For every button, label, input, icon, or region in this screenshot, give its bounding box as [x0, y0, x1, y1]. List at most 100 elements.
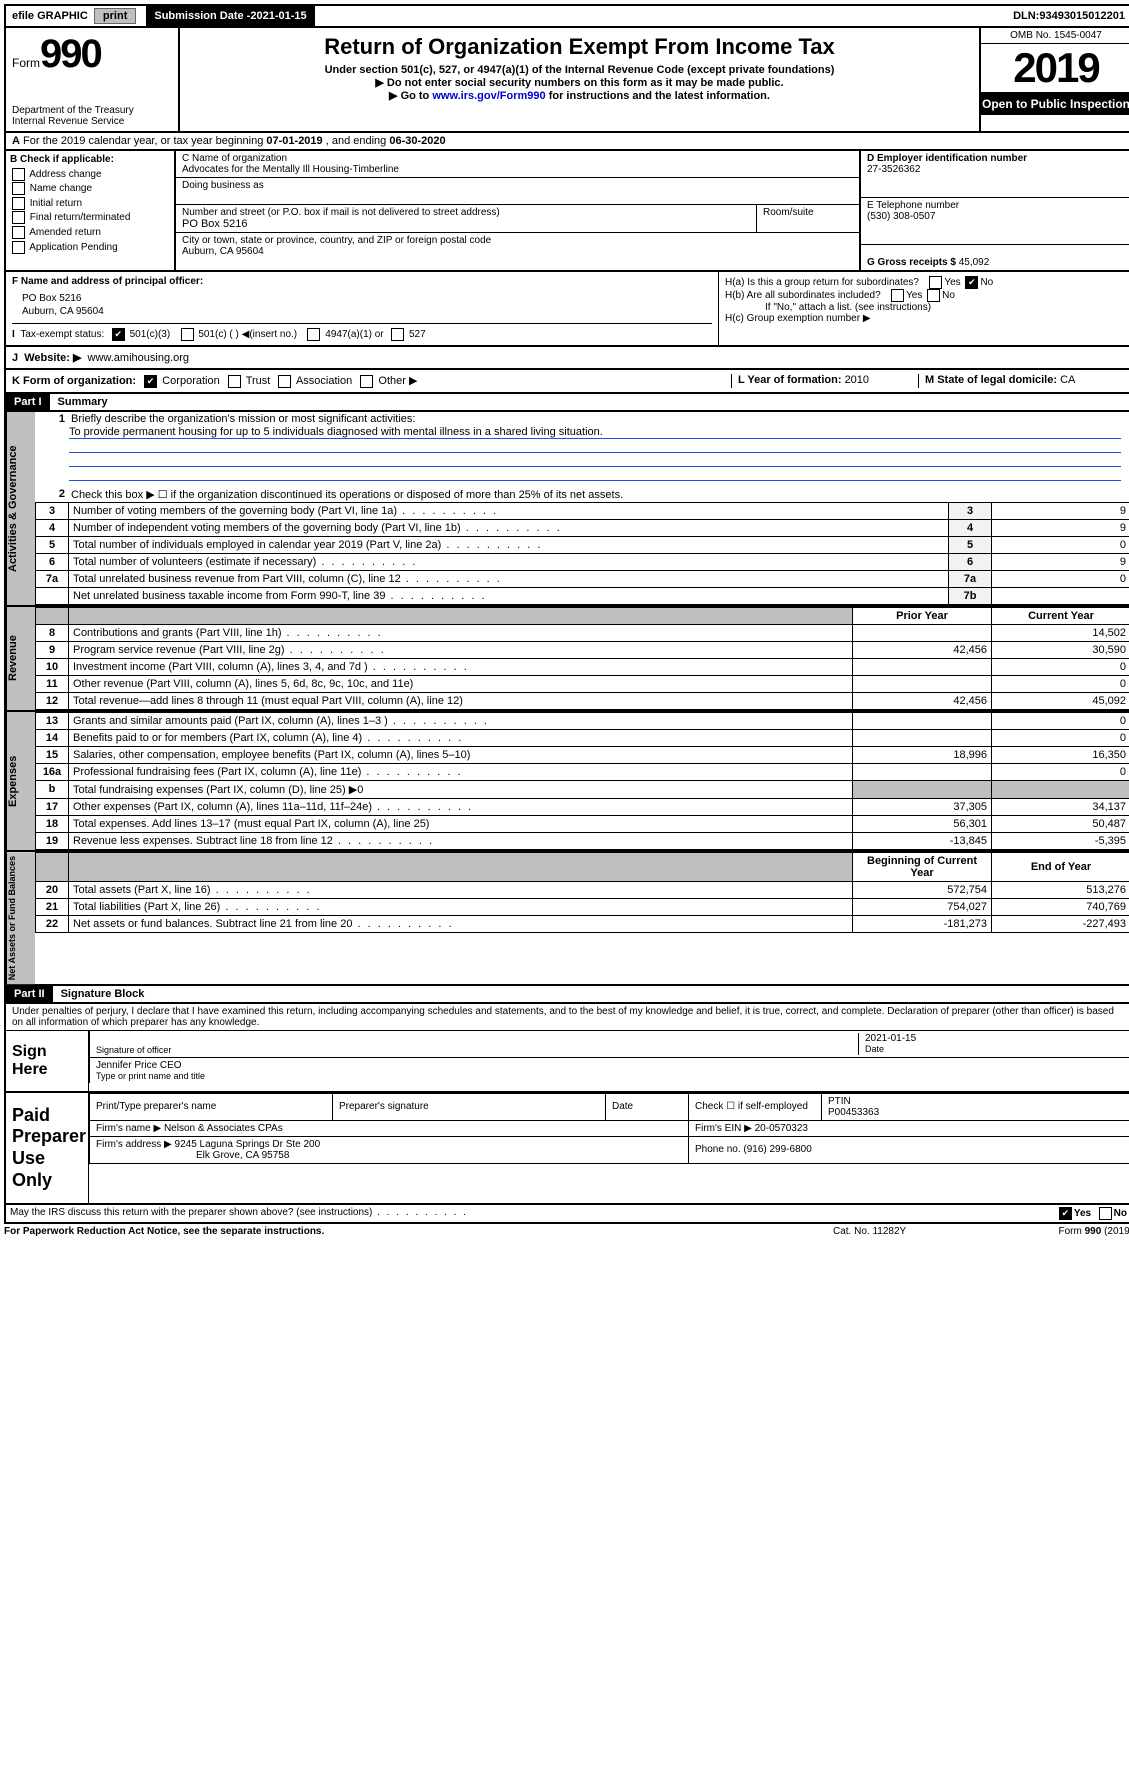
- sig-date: 2021-01-15: [865, 1033, 1125, 1044]
- hb-no[interactable]: [927, 289, 940, 302]
- city-cell: City or town, state or province, country…: [176, 233, 859, 259]
- discuss-row: May the IRS discuss this return with the…: [4, 1205, 1129, 1224]
- prep-self-employed: Check ☐ if self-employed: [689, 1093, 822, 1120]
- firm-addr2: Elk Grove, CA 95758: [96, 1150, 289, 1161]
- table-row: Firm's address ▶ 9245 Laguna Springs Dr …: [90, 1136, 1129, 1163]
- expenses-table: 13Grants and similar amounts paid (Part …: [35, 712, 1129, 850]
- table-row: 18Total expenses. Add lines 13–17 (must …: [36, 815, 1129, 832]
- cb-4947[interactable]: [307, 328, 320, 341]
- subtitle-2: ▶ Do not enter social security numbers o…: [186, 76, 973, 89]
- tel-cell: E Telephone number (530) 308-0507: [861, 198, 1129, 245]
- table-row: 14Benefits paid to or for members (Part …: [36, 729, 1129, 746]
- top-bar: efile GRAPHIC print Submission Date - 20…: [4, 4, 1129, 28]
- k-form-org: K Form of organization: ✔ Corporation Tr…: [12, 374, 731, 388]
- tel-label: E Telephone number: [867, 200, 1125, 211]
- sign-here-label: Sign Here: [6, 1031, 89, 1091]
- discuss-no[interactable]: [1099, 1207, 1112, 1220]
- header-middle: Return of Organization Exempt From Incom…: [180, 28, 979, 131]
- signature-block: Under penalties of perjury, I declare th…: [4, 1004, 1129, 1093]
- f-i-column: F Name and address of principal officer:…: [6, 272, 719, 345]
- dba-cell: Doing business as: [176, 178, 859, 205]
- cb-other[interactable]: [360, 375, 373, 388]
- firm-ein-label: Firm's EIN ▶: [695, 1123, 755, 1134]
- firm-name: Nelson & Associates CPAs: [164, 1123, 283, 1134]
- officer-name: Jennifer Price CEO: [96, 1060, 1125, 1071]
- table-row: 16aProfessional fundraising fees (Part I…: [36, 763, 1129, 780]
- subtitle-3: ▶ Go to www.irs.gov/Form990 for instruct…: [186, 89, 973, 102]
- tax-year: 2019: [981, 43, 1129, 93]
- street-address: PO Box 5216: [182, 218, 750, 230]
- table-row: 19Revenue less expenses. Subtract line 1…: [36, 832, 1129, 849]
- ein-cell: D Employer identification number 27-3526…: [861, 151, 1129, 198]
- table-row: 22Net assets or fund balances. Subtract …: [36, 915, 1129, 932]
- table-row: 20Total assets (Part X, line 16)572,7545…: [36, 881, 1129, 898]
- table-row: 3Number of voting members of the governi…: [36, 502, 1129, 519]
- cb-501c[interactable]: [181, 328, 194, 341]
- cb-amended-return[interactable]: Amended return: [10, 226, 170, 241]
- submission-date: Submission Date - 2021-01-15: [148, 6, 314, 26]
- gross-receipts-cell: G Gross receipts $ 45,092: [861, 245, 1129, 270]
- header-right: OMB No. 1545-0047 2019 Open to Public In…: [979, 28, 1129, 131]
- cb-corporation[interactable]: ✔: [144, 375, 157, 388]
- ein-label: D Employer identification number: [867, 153, 1125, 164]
- cat-no: Cat. No. 11282Y: [833, 1226, 993, 1237]
- column-d: D Employer identification number 27-3526…: [859, 151, 1129, 270]
- table-row: 8Contributions and grants (Part VIII, li…: [36, 624, 1129, 641]
- governance-table: 3Number of voting members of the governi…: [35, 502, 1129, 605]
- irs-label: Internal Revenue Service: [12, 116, 172, 127]
- cb-association[interactable]: [278, 375, 291, 388]
- row-i: I Tax-exempt status: ✔ 501(c)(3) 501(c) …: [12, 323, 712, 341]
- sig-name-row: Jennifer Price CEOType or print name and…: [89, 1058, 1129, 1083]
- prep-name-hdr: Print/Type preparer's name: [90, 1093, 333, 1120]
- discuss-yes[interactable]: ✔: [1059, 1207, 1072, 1220]
- hb-yes[interactable]: [891, 289, 904, 302]
- cb-trust[interactable]: [228, 375, 241, 388]
- officer-addr1: PO Box 5216: [22, 293, 712, 304]
- prep-date-hdr: Date: [606, 1093, 689, 1120]
- vtab-revenue: Revenue: [6, 607, 35, 710]
- cb-initial-return[interactable]: Initial return: [10, 197, 170, 212]
- sig-date-label: Date: [865, 1044, 1125, 1054]
- c-name-cell: C Name of organization Advocates for the…: [176, 151, 859, 178]
- cb-final-return[interactable]: Final return/terminated: [10, 211, 170, 226]
- print-button[interactable]: print: [94, 8, 136, 24]
- column-c: C Name of organization Advocates for the…: [176, 151, 859, 270]
- blank-line: [69, 439, 1121, 453]
- firm-phone-label: Phone no.: [695, 1144, 743, 1155]
- org-name: Advocates for the Mentally Ill Housing-T…: [182, 164, 853, 175]
- instructions-link[interactable]: www.irs.gov/Form990: [432, 90, 545, 102]
- room-suite-label: Room/suite: [756, 205, 859, 232]
- row-k: K Form of organization: ✔ Corporation Tr…: [4, 370, 1129, 394]
- perjury-declaration: Under penalties of perjury, I declare th…: [6, 1004, 1129, 1031]
- dln: DLN: 93493015012201: [1007, 6, 1129, 26]
- table-row: Net unrelated business taxable income fr…: [36, 587, 1129, 604]
- preparer-block: Paid Preparer Use Only Print/Type prepar…: [4, 1093, 1129, 1205]
- ha-yes[interactable]: [929, 276, 942, 289]
- cb-application-pending[interactable]: Application Pending: [10, 241, 170, 256]
- prep-sig-hdr: Preparer's signature: [333, 1093, 606, 1120]
- dept-label: Department of the Treasury: [12, 105, 172, 116]
- cb-address-change[interactable]: Address change: [10, 168, 170, 183]
- cb-501c3[interactable]: ✔: [112, 328, 125, 341]
- m-state-domicile: M State of legal domicile: CA: [918, 374, 1125, 388]
- form-header: Form990 Department of the Treasury Inter…: [4, 28, 1129, 133]
- line-1-label: Briefly describe the organization's miss…: [71, 413, 1127, 425]
- cb-527[interactable]: [391, 328, 404, 341]
- table-row: 21Total liabilities (Part X, line 26)754…: [36, 898, 1129, 915]
- tel-value: (530) 308-0507: [867, 211, 1125, 222]
- pra-notice: For Paperwork Reduction Act Notice, see …: [4, 1226, 833, 1237]
- l-year-formation: L Year of formation: 2010: [731, 374, 918, 388]
- vtab-governance: Activities & Governance: [6, 412, 35, 605]
- gross-label: G Gross receipts $: [867, 257, 959, 268]
- blank-line: [69, 467, 1121, 481]
- firm-addr1: 9245 Laguna Springs Dr Ste 200: [175, 1139, 321, 1150]
- part-1-title: Summary: [50, 394, 116, 410]
- table-row: 15Salaries, other compensation, employee…: [36, 746, 1129, 763]
- ha-no[interactable]: ✔: [965, 276, 978, 289]
- form-title: Return of Organization Exempt From Incom…: [186, 34, 973, 60]
- firm-phone: (916) 299-6800: [743, 1144, 811, 1155]
- sig-officer-label: Signature of officer: [96, 1033, 859, 1055]
- cb-name-change[interactable]: Name change: [10, 182, 170, 197]
- form-prefix: Form: [12, 56, 40, 70]
- revenue-section: Revenue Prior YearCurrent Year 8Contribu…: [4, 607, 1129, 712]
